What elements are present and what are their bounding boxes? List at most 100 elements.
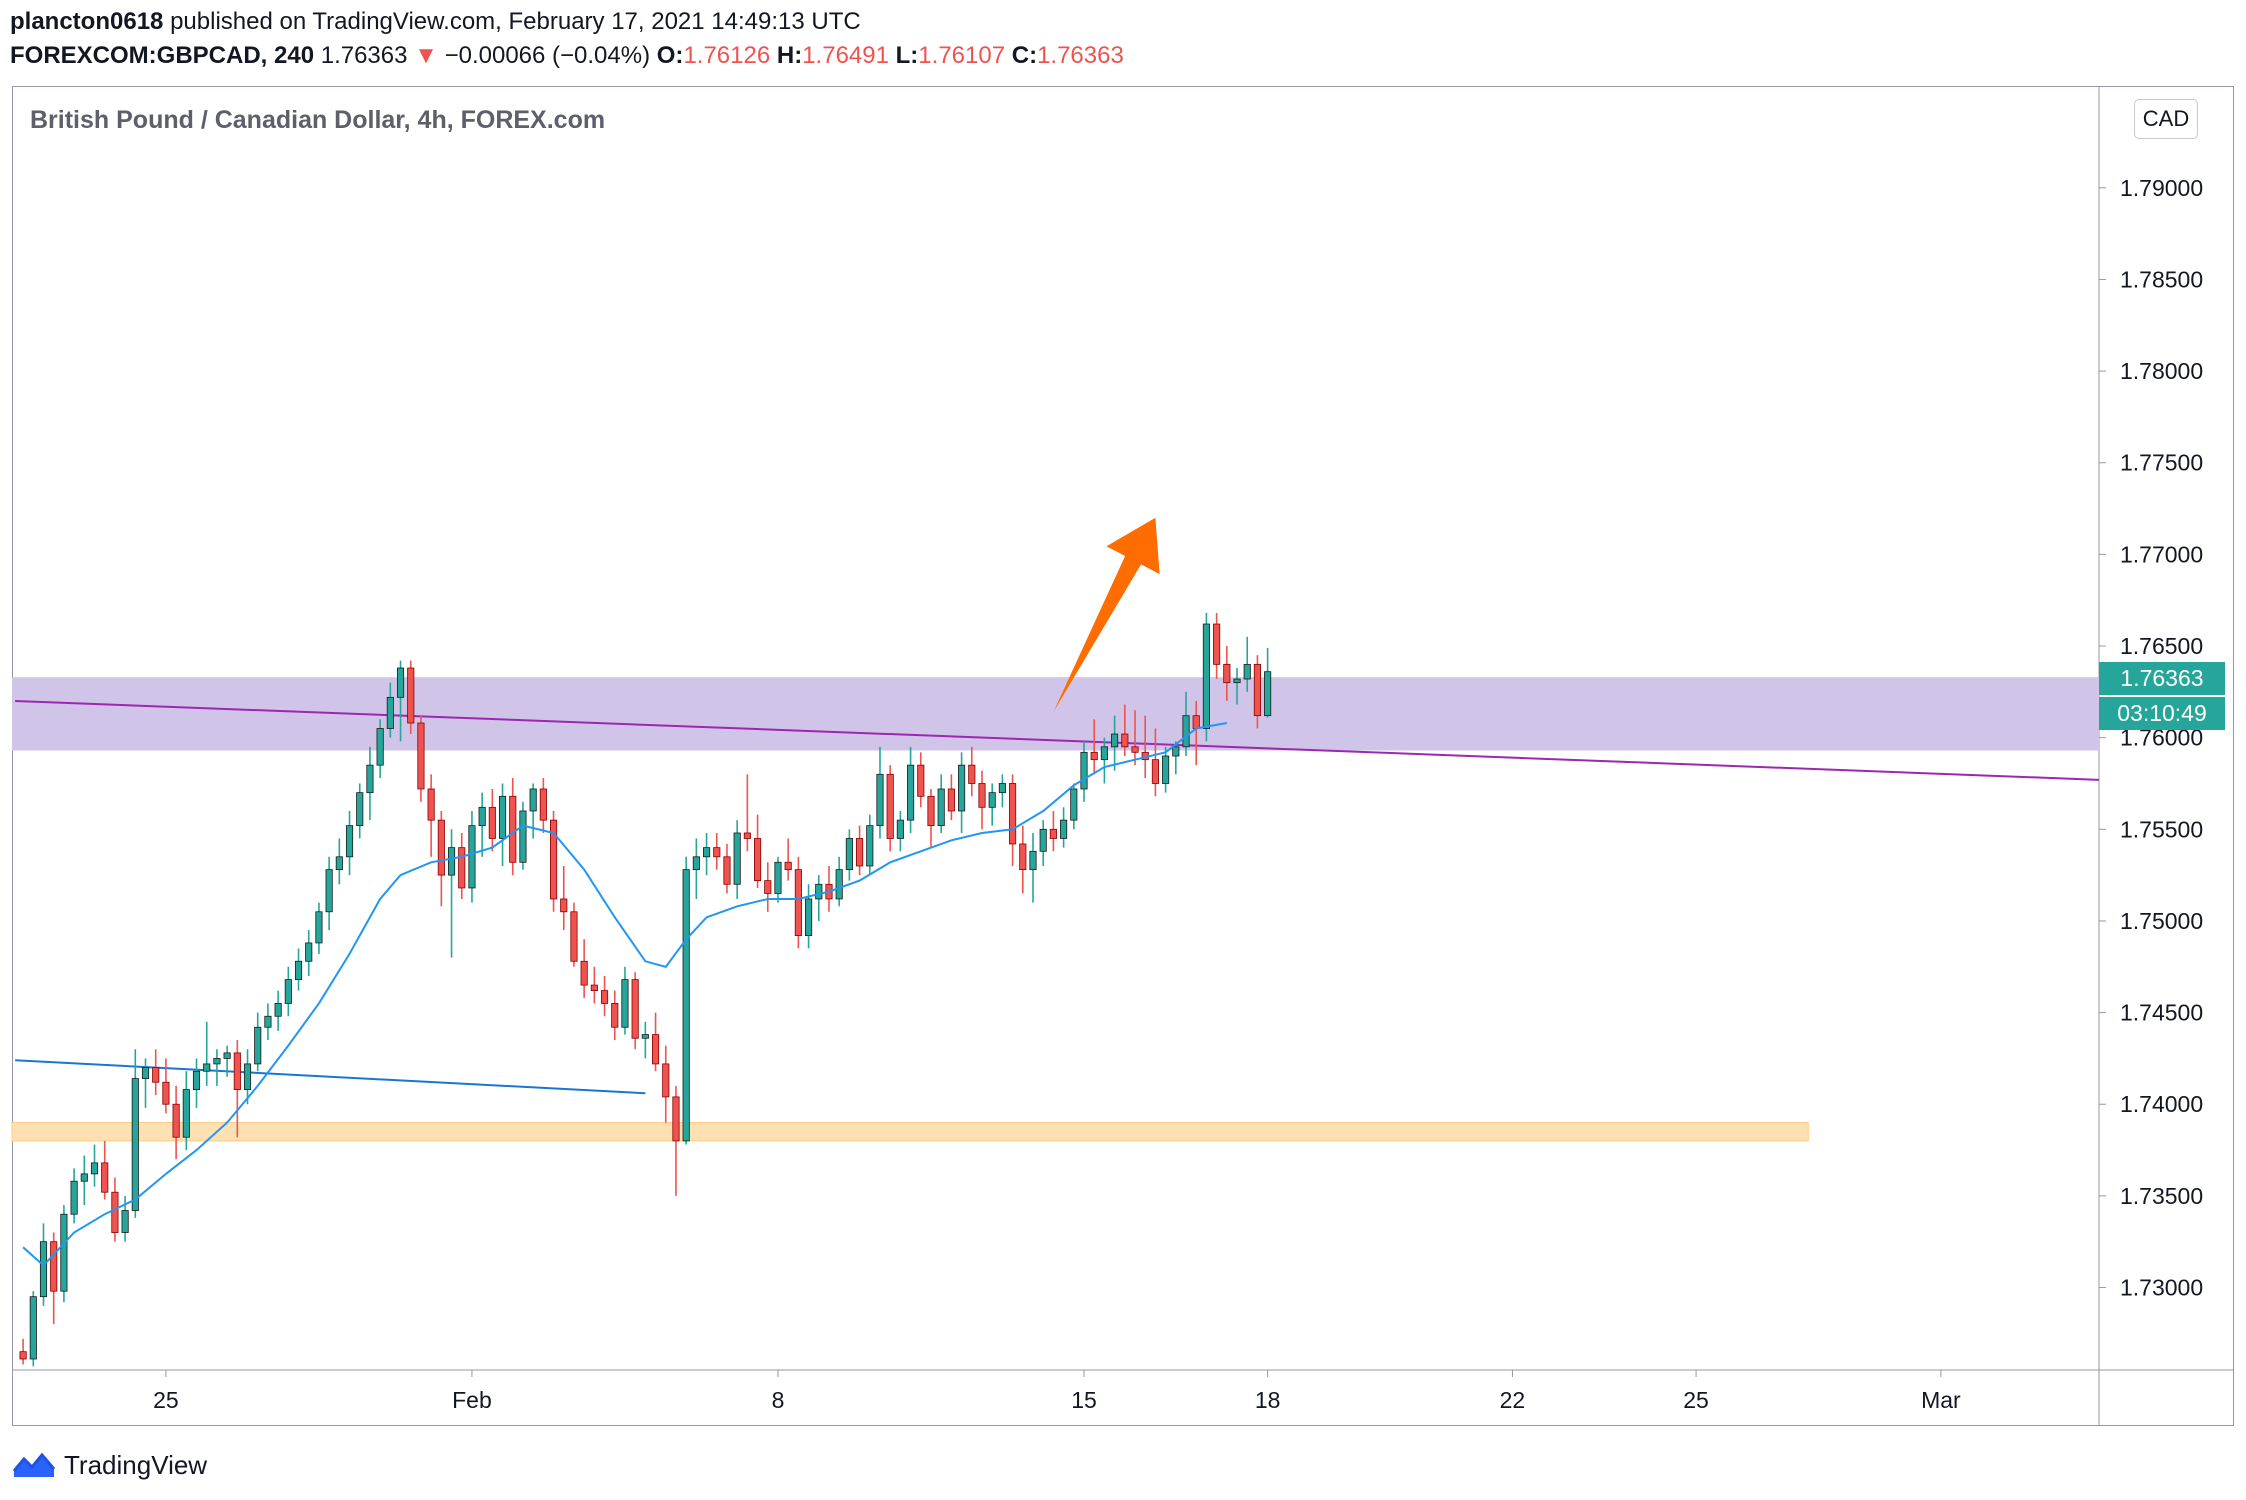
- candle-body: [284, 979, 292, 1004]
- price-tick-label: 1.73500: [2120, 1183, 2203, 1209]
- candle-body: [968, 764, 976, 784]
- time-tick-label: 18: [1255, 1387, 1281, 1413]
- currency-badge[interactable]: CAD: [2134, 99, 2198, 139]
- orange-up-arrow: [1053, 517, 1160, 713]
- candle-body: [549, 819, 558, 900]
- candle-body: [509, 795, 517, 863]
- candle-body: [70, 1180, 78, 1215]
- candle-body: [631, 979, 639, 1039]
- candle-body: [101, 1162, 109, 1193]
- symbol-interval: FOREXCOM:GBPCAD, 240: [10, 42, 315, 69]
- ema-line: [22, 722, 1227, 1267]
- candle-body: [39, 1241, 48, 1298]
- candle-body: [682, 869, 690, 1142]
- candle-body: [1070, 788, 1078, 821]
- tradingview-logo-icon: [12, 1452, 56, 1477]
- candle-body: [90, 1162, 99, 1175]
- price-tick-label: 1.77000: [2120, 541, 2203, 567]
- candle-body: [396, 667, 405, 698]
- candle-body: [335, 856, 343, 871]
- price-tick-label: 1.77500: [2120, 450, 2203, 476]
- last-price: 1.76363: [320, 42, 408, 69]
- candle-body: [866, 825, 874, 867]
- candle-body: [1111, 733, 1119, 748]
- candle-body: [1049, 828, 1057, 839]
- candle-body: [111, 1191, 119, 1233]
- blue-trendline: [15, 1059, 646, 1095]
- price-tick-label: 1.76500: [2120, 633, 2203, 659]
- candle-body: [713, 847, 721, 858]
- candle-body: [305, 942, 313, 962]
- candle-body: [50, 1241, 58, 1292]
- candle-body: [988, 792, 996, 808]
- candle-body: [468, 825, 476, 889]
- time-tick-label: 25: [1683, 1387, 1709, 1413]
- candle-body: [1100, 746, 1108, 761]
- candle-body: [529, 788, 537, 812]
- price-tick-label: 1.73000: [2120, 1275, 2203, 1301]
- chart-frame[interactable]: [12, 86, 2234, 1426]
- price-tick-label: 1.74000: [2120, 1091, 2203, 1117]
- candle-body: [998, 783, 1006, 794]
- candle-body: [376, 728, 384, 766]
- price-tick-label: 1.79000: [2120, 175, 2203, 201]
- time-tick-label: 22: [1500, 1387, 1526, 1413]
- candle-body: [1192, 715, 1200, 729]
- candle-body: [152, 1067, 160, 1083]
- candle-body: [835, 869, 843, 900]
- symbol-line: FOREXCOM:GBPCAD, 240 1.76363 ▼ −0.00066 …: [10, 42, 1124, 70]
- candle-body: [570, 911, 578, 962]
- candle-body: [1223, 663, 1231, 684]
- candle-body: [1202, 623, 1210, 729]
- candle-body: [1080, 751, 1088, 790]
- candle-body: [264, 1015, 272, 1028]
- candle-body: [315, 911, 323, 944]
- open-value: 1.76126: [683, 42, 771, 69]
- candle-body: [80, 1173, 88, 1182]
- support-zone: [11, 1122, 1809, 1142]
- candle-body: [447, 847, 456, 876]
- tradingview-brand[interactable]: TradingView: [12, 1445, 207, 1485]
- candle-body: [743, 832, 751, 839]
- time-tick-label: Mar: [1921, 1387, 1961, 1413]
- candle-body: [1182, 715, 1190, 748]
- author-name[interactable]: plancton0618: [10, 8, 164, 35]
- candle-body: [386, 696, 394, 729]
- candle-body: [1172, 746, 1180, 757]
- candle-body: [764, 880, 772, 894]
- price-tick-label: 1.75000: [2120, 908, 2203, 934]
- candle-body: [927, 795, 935, 827]
- candle-body: [519, 810, 527, 863]
- candle-body: [243, 1063, 252, 1090]
- candle-body: [978, 783, 986, 808]
- candle-body: [1151, 759, 1159, 784]
- candle-body: [417, 722, 425, 790]
- candle-body: [488, 806, 496, 839]
- candle-body: [60, 1213, 68, 1292]
- candle-body: [131, 1078, 139, 1211]
- high-value: 1.76491: [802, 42, 889, 69]
- price-tick-label: 1.78000: [2120, 358, 2203, 384]
- candle-body: [223, 1052, 231, 1059]
- time-tick-label: Feb: [452, 1387, 492, 1413]
- candle-body: [621, 979, 629, 1028]
- candle-body: [1019, 843, 1027, 871]
- candle-body: [937, 788, 945, 827]
- published-info: published on TradingView.com, February 1…: [170, 8, 861, 35]
- candle-body: [356, 792, 364, 827]
- chart-title: British Pound / Canadian Dollar, 4h, FOR…: [30, 106, 606, 134]
- candle-body: [1253, 663, 1261, 717]
- candle-body: [437, 819, 445, 876]
- candle-body: [1213, 623, 1221, 665]
- last-price-tag: 1.76363: [2099, 662, 2225, 695]
- candle-body: [366, 764, 374, 794]
- close-value: 1.76363: [1037, 42, 1124, 69]
- candle-body: [478, 806, 486, 827]
- candle-body: [1233, 678, 1241, 684]
- candle-body: [845, 838, 853, 871]
- candle-body: [692, 856, 700, 871]
- candle-body: [162, 1081, 170, 1105]
- candle-body: [203, 1063, 211, 1072]
- candle-body: [672, 1096, 680, 1142]
